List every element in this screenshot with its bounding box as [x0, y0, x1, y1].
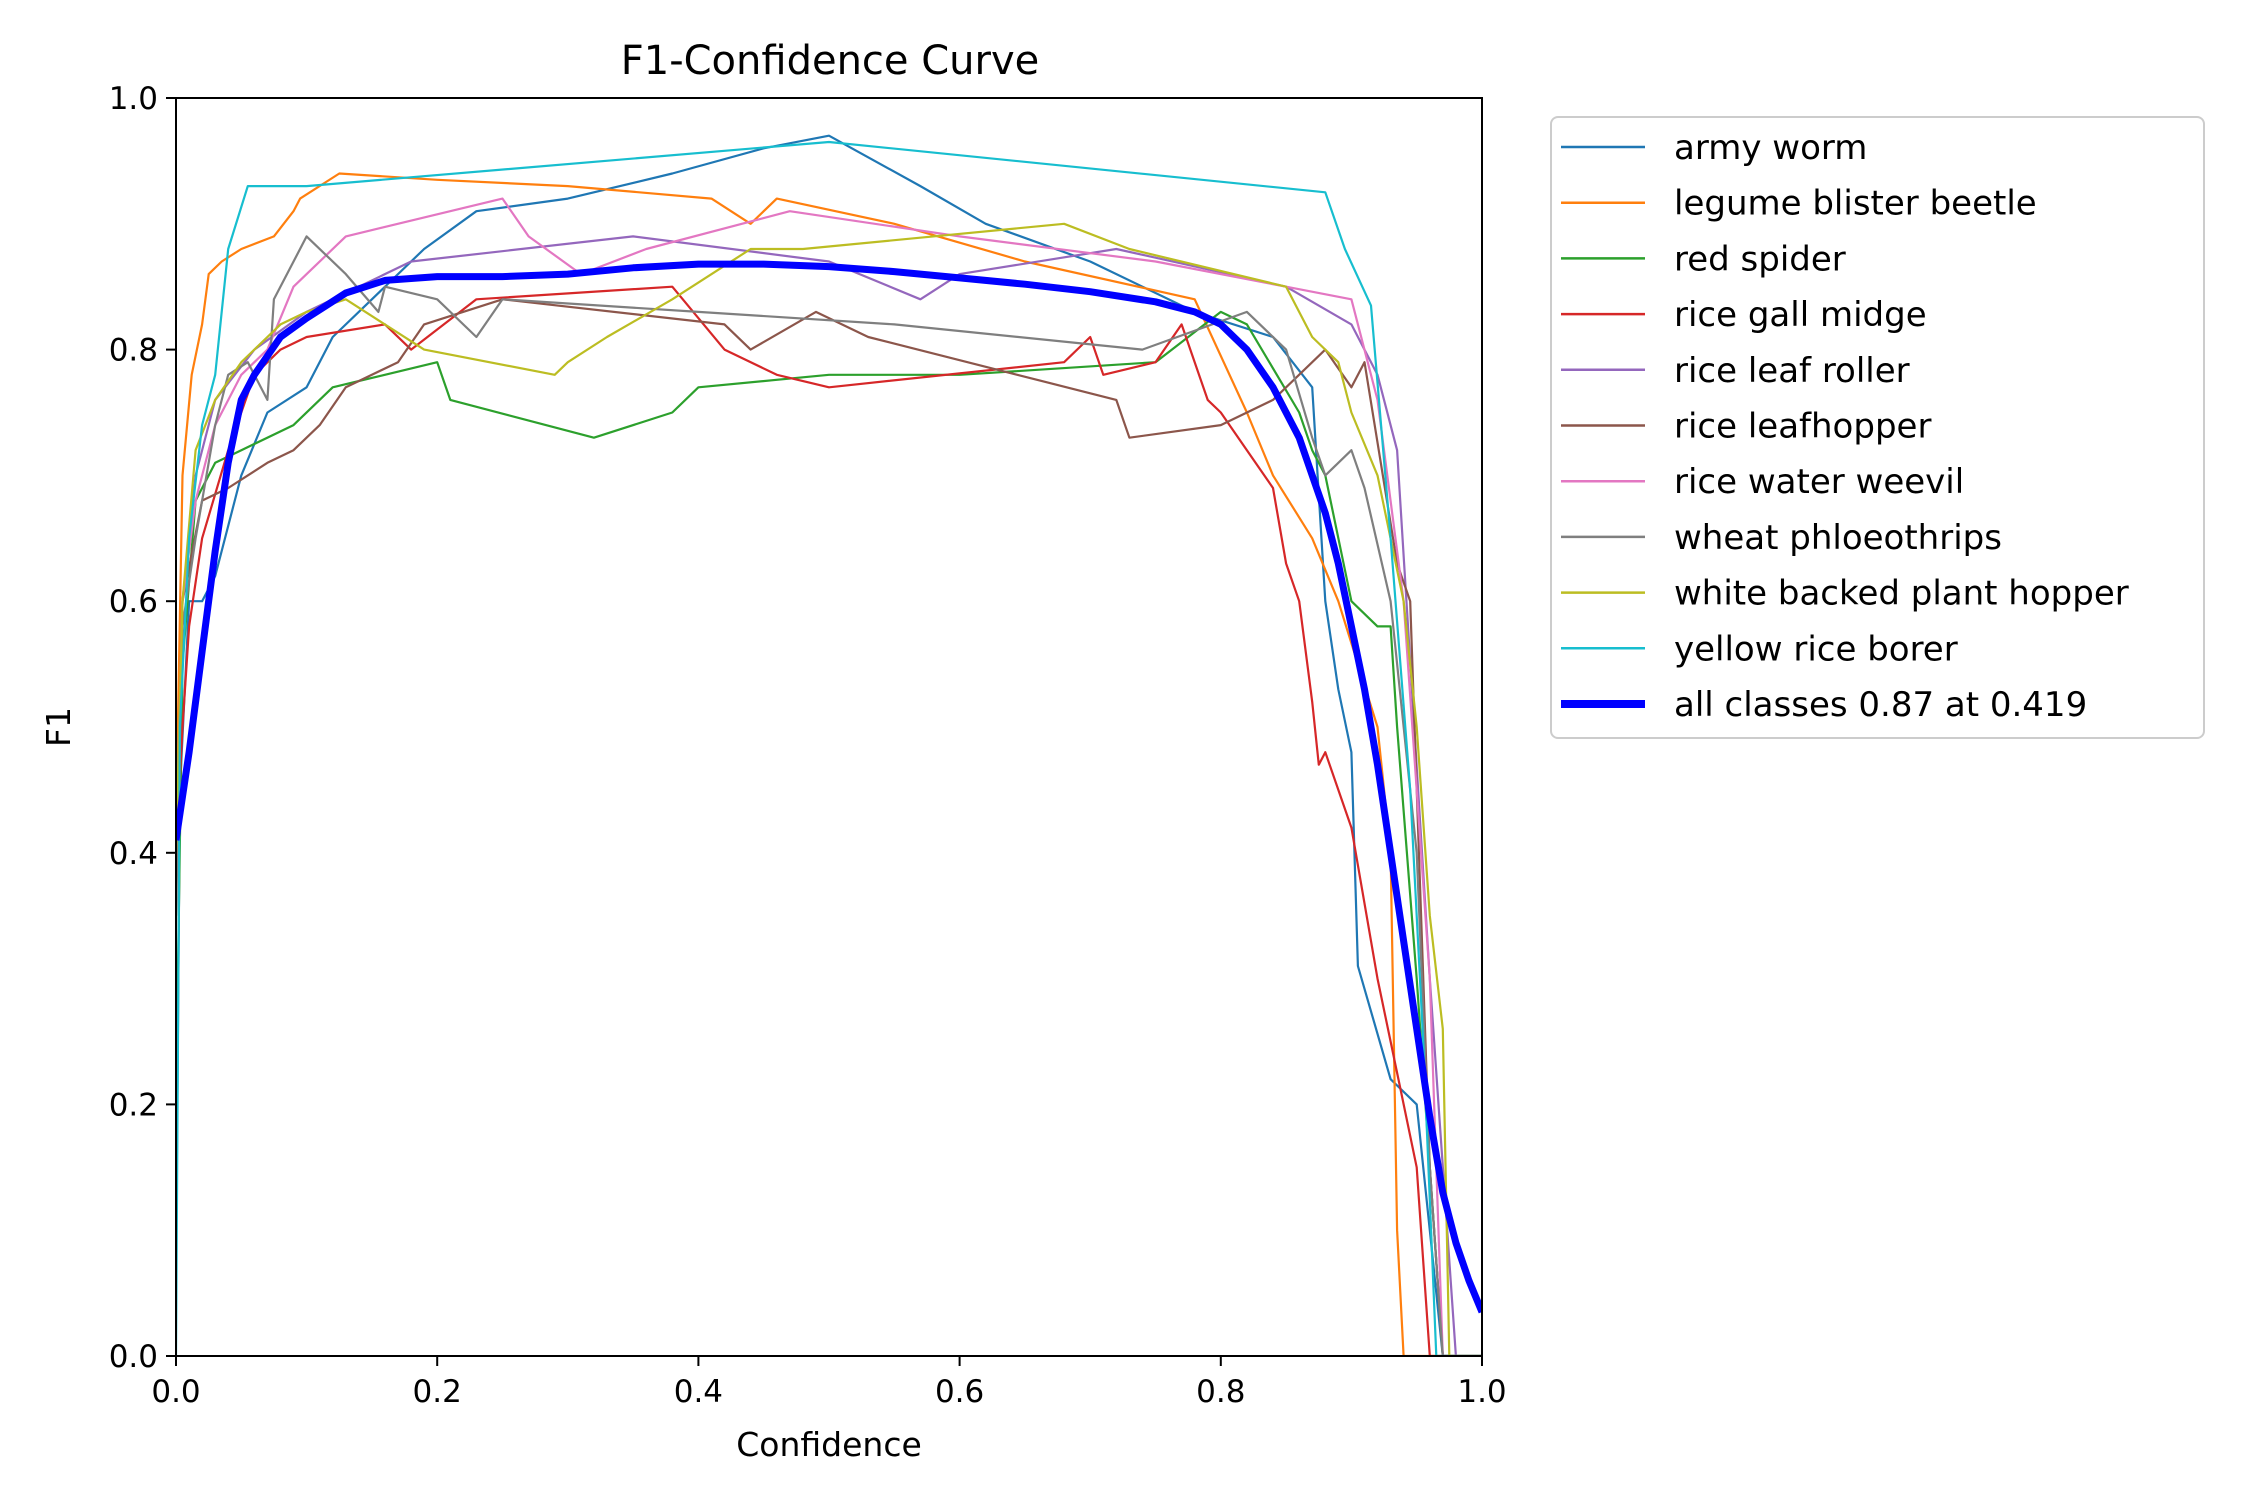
x-tick-label: 0.4 [674, 1374, 723, 1410]
legend-label: rice leaf roller [1674, 351, 1910, 391]
legend-label: rice water weevil [1674, 462, 1964, 502]
series-line-rice-water-weevil [176, 197, 1482, 1356]
legend: army worm legume blister beetle red spider… [1550, 116, 2205, 739]
x-axis-ticks: 0.0 0.2 0.4 0.6 0.8 1.0 [151, 1356, 1507, 1410]
y-tick-label: 1.0 [109, 81, 158, 117]
y-tick-label: 0.4 [109, 836, 158, 872]
chart-title: F1-Confidence Curve [621, 38, 1040, 84]
legend-label: wheat phloeothrips [1674, 518, 2002, 558]
legend-label: legume blister beetle [1674, 184, 2037, 224]
series-line-wheat-phloeothrips [176, 235, 1482, 1356]
y-tick-label: 0.0 [109, 1339, 158, 1375]
legend-label: army worm [1674, 128, 1867, 168]
legend-label: red spider [1674, 239, 1846, 279]
y-axis-label: F1 [39, 707, 78, 747]
x-tick-label: 0.8 [1196, 1374, 1245, 1410]
series-line-all-classes-0-87-at-0-419 [176, 260, 1482, 1314]
x-axis-label: Confidence [736, 1425, 922, 1464]
y-axis-ticks: 0.0 0.2 0.4 0.6 0.8 1.0 [109, 81, 176, 1375]
series-line-rice-gall-midge [176, 285, 1482, 1356]
y-tick-label: 0.2 [109, 1087, 158, 1123]
x-tick-label: 0.0 [151, 1374, 200, 1410]
plot-frame [175, 97, 1483, 1357]
series-line-rice-leafhopper [176, 298, 1482, 1356]
series-line-yellow-rice-borer [176, 140, 1482, 1356]
legend-label: white backed plant hopper [1674, 574, 2129, 614]
series-line-white-backed-plant-hopper [176, 222, 1482, 1356]
legend-label: yellow rice borer [1674, 629, 1958, 669]
legend-entries: army worm legume blister beetle red spider… [1561, 128, 2129, 725]
x-tick-label: 1.0 [1457, 1374, 1506, 1410]
legend-label: rice leafhopper [1674, 407, 1931, 447]
series-line-army-worm [176, 134, 1482, 1356]
series-layer [176, 134, 1482, 1356]
y-tick-label: 0.8 [109, 333, 158, 369]
x-tick-label: 0.6 [935, 1374, 984, 1410]
legend-box [1550, 116, 2205, 739]
legend-label: rice gall midge [1674, 295, 1927, 335]
y-tick-label: 0.6 [109, 584, 158, 620]
x-tick-label: 0.2 [413, 1374, 462, 1410]
legend-label: all classes 0.87 at 0.419 [1674, 685, 2087, 725]
